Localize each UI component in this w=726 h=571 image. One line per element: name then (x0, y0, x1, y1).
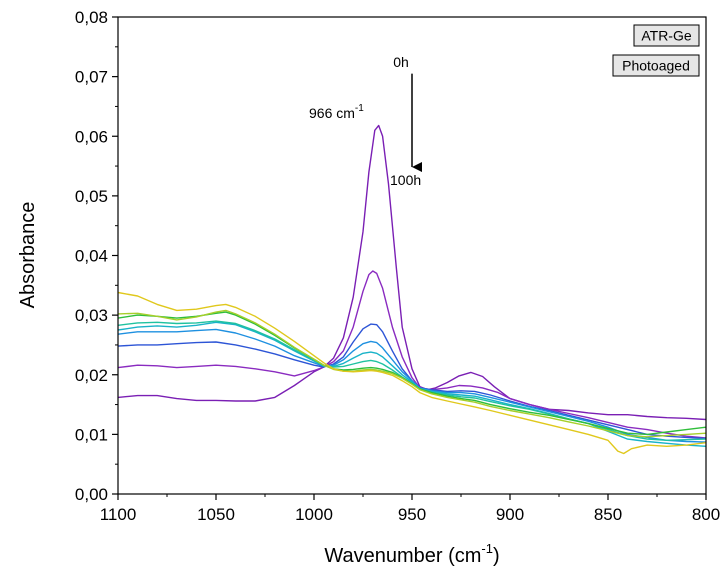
y-tick-label: 0,04 (75, 247, 108, 266)
x-tick-label: 900 (496, 505, 524, 524)
y-tick-label: 0,06 (75, 127, 108, 146)
arrow-label-100h: 100h (390, 172, 421, 188)
x-tick-label: 850 (594, 505, 622, 524)
box-label-atr-ge: ATR-Ge (641, 28, 692, 44)
peak-label: 966 cm-1 (309, 103, 364, 121)
x-tick-label: 800 (692, 505, 720, 524)
y-axis-title: Absorbance (17, 202, 39, 309)
series-layer (118, 124, 706, 455)
y-tick-label: 0,08 (75, 8, 108, 27)
x-tick-label: 1100 (100, 505, 137, 524)
series-line-8 (118, 309, 706, 438)
x-axis: 1100 1050 1000 950 900 850 800 (100, 494, 720, 524)
series-line-7 (118, 311, 706, 436)
series-line-2 (118, 270, 706, 439)
y-tick-label: 0,07 (75, 68, 108, 87)
series-line-1 (118, 124, 706, 421)
series-line-3 (118, 323, 706, 440)
arrow-label-0h: 0h (393, 54, 409, 70)
box-label-photoaged: Photoaged (622, 58, 690, 74)
series-line-4 (118, 328, 706, 443)
x-axis-title: Wavenumber (cm-1) (324, 541, 499, 567)
annotation-box-photoaged: Photoaged (612, 54, 700, 77)
annotation-box-atr-ge: ATR-Ge (633, 24, 700, 47)
y-tick-label: 0,00 (75, 485, 108, 504)
y-tick-label: 0,01 (75, 425, 108, 444)
y-tick-label: 0,02 (75, 366, 108, 385)
series-line-9 (118, 291, 706, 455)
y-axis: 0,00 0,01 0,02 0,03 0,04 0,05 0,06 0,07 0,08 (75, 8, 118, 504)
x-tick-label: 950 (398, 505, 426, 524)
x-tick-label: 1000 (295, 505, 333, 524)
x-tick-label: 1050 (197, 505, 235, 524)
y-tick-label: 0,05 (75, 187, 108, 206)
y-tick-label: 0,03 (75, 306, 108, 325)
